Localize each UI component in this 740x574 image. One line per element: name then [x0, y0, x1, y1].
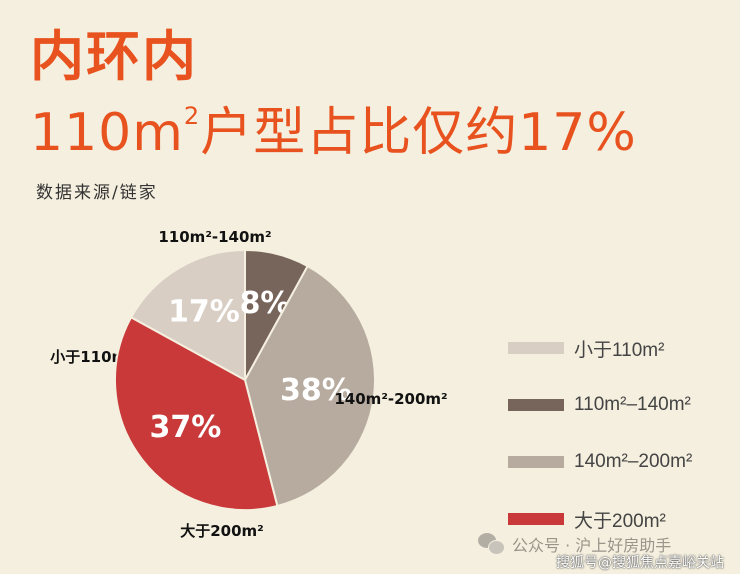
watermark: 公众号 · 沪上好房助手	[478, 532, 671, 556]
legend-label: 110m²–140m²	[574, 394, 691, 415]
legend-swatch	[508, 399, 564, 411]
chart-legend: 小于110m² 110m²–140m² 140m²–200m² 大于200m²	[508, 334, 692, 562]
page-subtitle: 110m2户型占比仅约17%	[30, 104, 637, 159]
subtitle-rest: 户型占比仅约17%	[200, 103, 637, 163]
legend-label: 大于200m²	[574, 510, 666, 532]
wechat-icon	[478, 533, 505, 555]
slice-value-label: 17%	[168, 295, 240, 330]
legend-swatch	[508, 513, 564, 525]
watermark-text: 公众号 · 沪上好房助手	[512, 536, 672, 555]
subtitle-prefix: 110m	[30, 103, 184, 163]
slice-category-label: 110m²-140m²	[158, 228, 271, 246]
slice-category-label: 140m²-200m²	[334, 390, 447, 408]
pie-slice	[243, 264, 376, 508]
legend-item: 大于200m²	[508, 505, 692, 533]
pie-slice	[114, 316, 279, 511]
legend-item: 140m²–200m²	[508, 448, 692, 476]
legend-label: 140m²–200m²	[574, 451, 693, 472]
legend-item: 小于110m²	[508, 334, 692, 362]
slice-value-label: 38%	[280, 373, 352, 408]
legend-swatch	[508, 342, 564, 354]
slice-value-label: 37%	[150, 410, 222, 445]
page-title: 内环内	[30, 25, 198, 88]
data-source: 数据来源/链家	[36, 183, 158, 203]
slice-category-label: 小于110m²	[50, 348, 134, 366]
legend-swatch	[508, 456, 564, 468]
pie-slice	[129, 248, 246, 382]
slice-category-label: 大于200m²	[180, 522, 264, 540]
legend-item: 110m²–140m²	[508, 391, 692, 419]
watermark-overlay: 搜狐号@搜狐焦点嘉峪关站	[556, 555, 724, 571]
legend-label: 小于110m²	[574, 339, 665, 361]
subtitle-superscript: 2	[183, 102, 201, 130]
